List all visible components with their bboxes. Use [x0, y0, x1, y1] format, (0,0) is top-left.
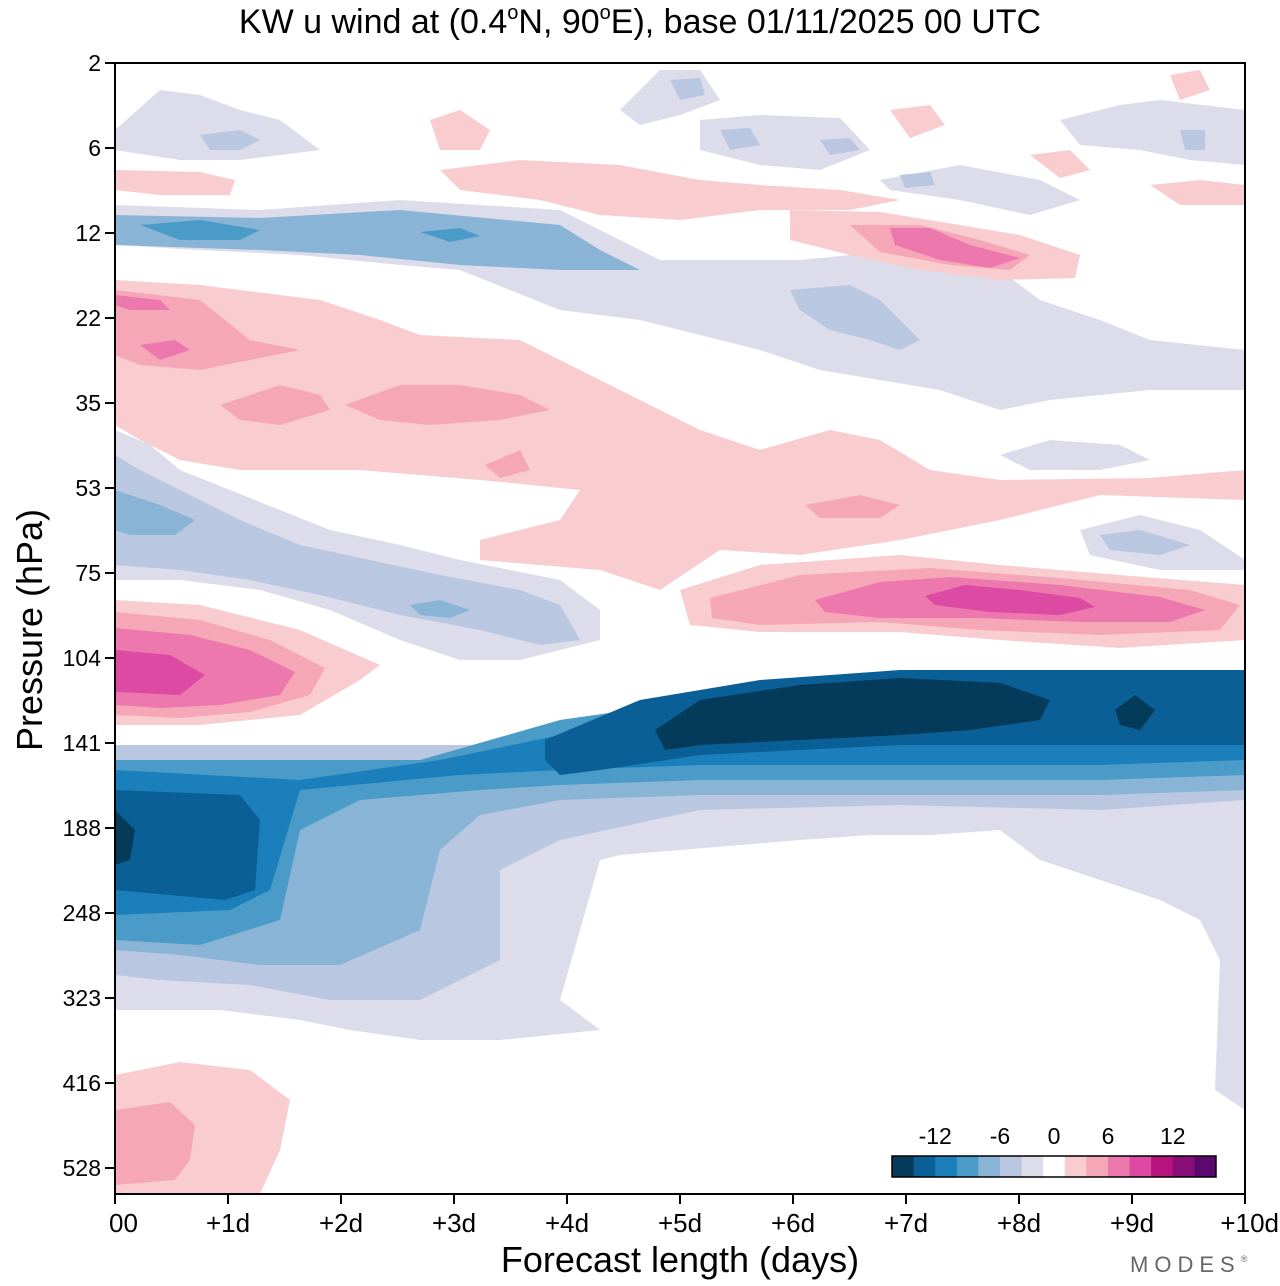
y-tick-label: 188 [63, 815, 101, 841]
y-tick-label: 104 [63, 645, 102, 671]
colorbar-tick-label: -12 [919, 1123, 952, 1149]
y-axis: 2 6 12 22 35 53 75 104 141 188 248 323 416 528 [63, 50, 115, 1181]
colorbar-swatch [1064, 1156, 1087, 1177]
degree-symbol-2: o [599, 2, 611, 24]
x-tick-label: +4d [545, 1208, 589, 1238]
y-tick-label: 323 [63, 985, 101, 1011]
y-tick-label: 35 [75, 390, 101, 416]
colorbar-swatch [1086, 1156, 1109, 1177]
colorbar-swatch [1108, 1156, 1131, 1177]
x-tick-label: +6d [771, 1208, 815, 1238]
colorbar-swatch [1172, 1156, 1195, 1177]
contour-neg-3-53hpa [115, 490, 470, 618]
contour-pos-2-strat [115, 290, 900, 518]
x-tick-label: +9d [1110, 1208, 1154, 1238]
contour-pos-4-band80 [925, 585, 1095, 615]
registered-mark: ® [1240, 1254, 1248, 1264]
contour-neg-2-53hpa [115, 455, 580, 645]
contour-pos-2-bottom [115, 1102, 195, 1185]
degree-symbol-1: o [507, 2, 519, 24]
y-tick-label: 248 [63, 900, 101, 926]
contour-neg-7-jet [115, 678, 1155, 865]
contour-pos-1-8hpa [115, 70, 1245, 220]
x-tick-label: +7d [884, 1208, 928, 1238]
x-tick-label: 00 [109, 1208, 138, 1238]
title-suffix: E), base 01/11/2025 00 UTC [610, 3, 1042, 41]
x-tick-label: +2d [319, 1208, 363, 1238]
contour-neg-1-top [115, 70, 1245, 570]
y-tick-label: 6 [88, 135, 101, 161]
contour-pos-1-strat [115, 280, 1245, 590]
title-mid: N, 90 [518, 3, 600, 41]
colorbar-swatch [978, 1156, 1001, 1177]
colorbar-swatch [1194, 1156, 1217, 1177]
y-tick-label: 416 [63, 1070, 101, 1096]
contour-pos-3-upper-right [890, 228, 1020, 268]
y-tick-label: 528 [63, 1155, 101, 1181]
colorbar-swatch [935, 1156, 958, 1177]
colorbar-swatch [1021, 1156, 1044, 1177]
colorbar-swatch [1000, 1156, 1023, 1177]
colorbar-swatch [956, 1156, 979, 1177]
x-tick-label: +8d [997, 1208, 1041, 1238]
colorbar-frame [891, 1155, 1217, 1178]
contour-neg-3-lower [115, 760, 1245, 965]
contour-fill-layer [115, 70, 1245, 1194]
modes-logo: MODES® [1130, 1252, 1247, 1278]
colorbar: -12 -6 0 6 12 [891, 1123, 1217, 1178]
x-axis: 00 +1d +2d +3d +4d +5d +6d +7d +8d +9d +10d [109, 1194, 1279, 1238]
y-tick-label: 2 [88, 50, 101, 76]
colorbar-tick-label: -6 [990, 1123, 1010, 1149]
x-tick-label: +3d [432, 1208, 476, 1238]
modes-logo-text: MODES [1130, 1252, 1241, 1277]
y-tick-label: 141 [63, 730, 101, 756]
chart-title: KW u wind at (0.4oN, 90oE), base 01/11/2… [0, 0, 1280, 46]
contour-neg-2-12hpa [115, 210, 640, 270]
x-tick-label: +10d [1220, 1208, 1279, 1238]
contour-pos-3-strat [115, 295, 190, 360]
contour-neg-3-12hpa [140, 220, 480, 242]
title-prefix: KW u wind at (0.4 [238, 3, 508, 41]
colorbar-swatch [1151, 1156, 1174, 1177]
y-tick-label: 75 [75, 560, 101, 586]
y-tick-label: 53 [75, 475, 101, 501]
colorbar-tick-label: 12 [1160, 1123, 1186, 1149]
y-tick-label: 22 [75, 305, 101, 331]
x-tick-label: +5d [658, 1208, 702, 1238]
y-axis-title-text: Pressure (hPa) [9, 508, 50, 752]
colorbar-swatch [913, 1156, 936, 1177]
x-tick-label: +1d [206, 1208, 250, 1238]
colorbar-swatch [892, 1156, 915, 1177]
colorbar-swatch [1129, 1156, 1152, 1177]
colorbar-tick-label: 6 [1102, 1123, 1115, 1149]
contour-pos-4-jet100 [115, 650, 205, 695]
x-axis-title: Forecast length (days) [500, 1239, 860, 1280]
contour-neg-5-lower [115, 695, 1245, 915]
colorbar-swatch [1043, 1156, 1066, 1177]
colorbar-tick-label: 0 [1048, 1123, 1061, 1149]
y-tick-label: 12 [75, 220, 101, 246]
